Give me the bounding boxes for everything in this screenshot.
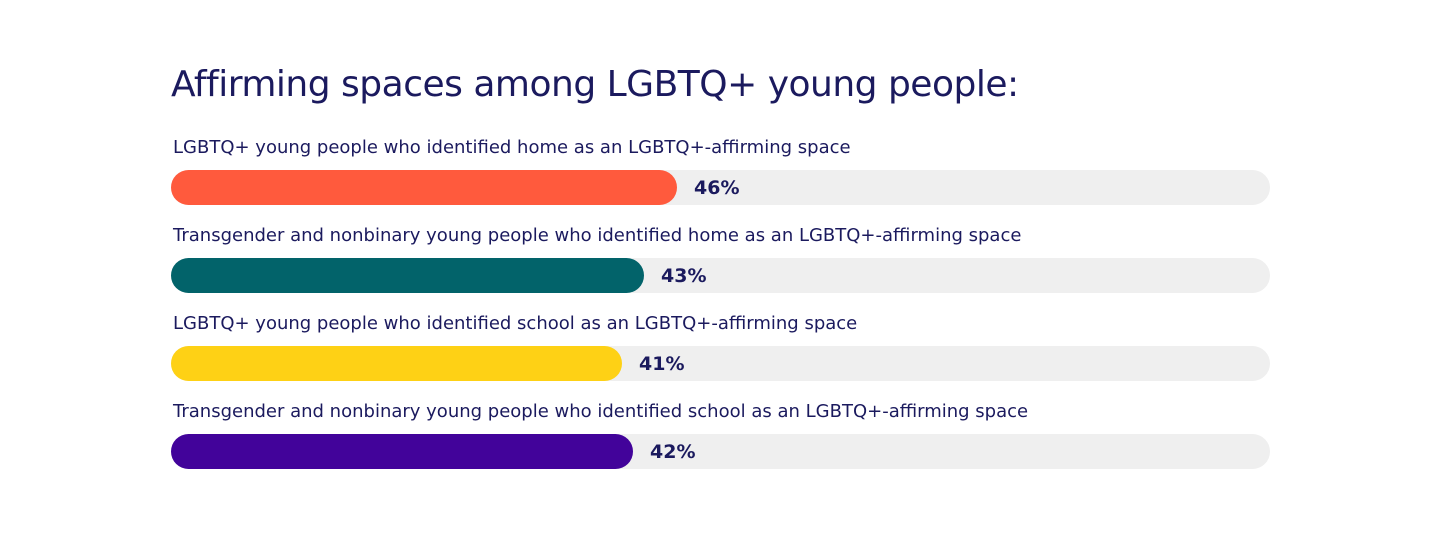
- bar: [171, 434, 633, 469]
- bar-track: [171, 346, 1270, 381]
- bar-value-label: 41%: [639, 353, 685, 375]
- bar-value-label: 42%: [650, 441, 696, 463]
- chart-title: Affirming spaces among LGBTQ+ young peop…: [171, 64, 1019, 105]
- bar-track: [171, 258, 1270, 293]
- bar-category-label: LGBTQ+ young people who identified home …: [173, 137, 851, 158]
- bar-row: Transgender and nonbinary young people w…: [171, 225, 1270, 295]
- bar: [171, 346, 622, 381]
- bar-track: [171, 434, 1270, 469]
- bar-value-label: 46%: [694, 177, 740, 199]
- bar: [171, 258, 644, 293]
- bar-category-label: LGBTQ+ young people who identified schoo…: [173, 313, 858, 334]
- bar-track: [171, 170, 1270, 205]
- bar-category-label: Transgender and nonbinary young people w…: [173, 225, 1022, 246]
- bar: [171, 170, 677, 205]
- bar-row: LGBTQ+ young people who identified schoo…: [171, 313, 1270, 383]
- bar-row: LGBTQ+ young people who identified home …: [171, 137, 1270, 207]
- bar-value-label: 43%: [661, 265, 707, 287]
- bar-category-label: Transgender and nonbinary young people w…: [173, 401, 1029, 422]
- bar-row: Transgender and nonbinary young people w…: [171, 401, 1270, 471]
